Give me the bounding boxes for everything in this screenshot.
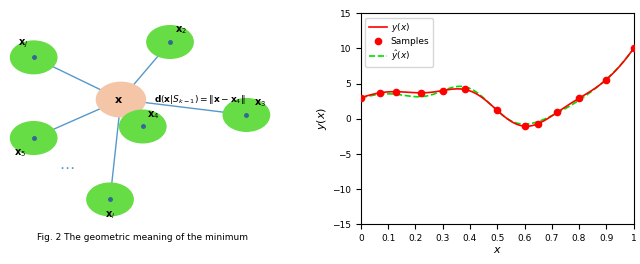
Text: $\cdots$: $\cdots$: [59, 159, 74, 174]
Samples: [461, 88, 468, 91]
$y(x)$: [477, 95, 485, 98]
Text: $\mathbf{x}_2$: $\mathbf{x}_2$: [175, 25, 187, 36]
Text: $\mathbf{x}_4$: $\mathbf{x}_4$: [147, 109, 160, 121]
Line: $y(x)$: $y(x)$: [361, 48, 634, 126]
Samples: [417, 91, 425, 95]
$\hat{y}(x)$: [570, 102, 578, 105]
$y(x)$: [545, 116, 552, 120]
Samples: [554, 111, 561, 114]
$y(x)$: [357, 96, 365, 99]
Samples: [602, 78, 610, 81]
$y(x)$: [467, 90, 475, 93]
$y(x)$: [523, 125, 531, 128]
Circle shape: [87, 183, 133, 216]
Samples: [534, 122, 542, 125]
Legend: $y(x)$, Samples, $\hat{y}(x)$: $y(x)$, Samples, $\hat{y}(x)$: [365, 18, 433, 67]
$\hat{y}(x)$: [545, 116, 552, 119]
$\hat{y}(x)$: [520, 122, 528, 126]
Circle shape: [97, 82, 145, 117]
Samples: [575, 97, 583, 100]
$\hat{y}(x)$: [467, 87, 475, 91]
Circle shape: [120, 110, 166, 143]
Circle shape: [10, 41, 57, 74]
Y-axis label: $y(x)$: $y(x)$: [316, 107, 330, 130]
$\hat{y}(x)$: [477, 94, 485, 97]
X-axis label: $x$: $x$: [493, 244, 502, 254]
Circle shape: [10, 122, 57, 154]
Samples: [439, 89, 447, 92]
Text: $\mathbf{x}_i$: $\mathbf{x}_i$: [105, 209, 115, 221]
Line: $\hat{y}(x)$: $\hat{y}(x)$: [361, 48, 634, 124]
$y(x)$: [575, 97, 582, 100]
Text: $\mathbf{x}$: $\mathbf{x}$: [114, 95, 123, 105]
Samples: [392, 90, 400, 93]
$y(x)$: [630, 47, 637, 50]
Text: $\mathbf{x}_5$: $\mathbf{x}_5$: [14, 148, 26, 159]
Text: $\mathbf{x}_j$: $\mathbf{x}_j$: [18, 38, 28, 50]
Circle shape: [147, 26, 193, 58]
Line: Samples: Samples: [358, 45, 637, 129]
Text: $\mathbf{x}_3$: $\mathbf{x}_3$: [254, 97, 266, 109]
$y(x)$: [570, 100, 578, 103]
$\hat{y}(x)$: [385, 92, 392, 95]
Samples: [521, 125, 529, 128]
$\hat{y}(x)$: [630, 47, 637, 50]
$\hat{y}(x)$: [575, 99, 582, 102]
$y(x)$: [385, 90, 392, 93]
Samples: [376, 91, 384, 95]
Text: $\mathbf{d}(\mathbf{x}|S_{k-1})=\|\mathbf{x}-\mathbf{x}_4\|$: $\mathbf{d}(\mathbf{x}|S_{k-1})=\|\mathb…: [154, 93, 245, 106]
Circle shape: [223, 99, 269, 131]
Samples: [493, 109, 501, 112]
Samples: [357, 96, 365, 99]
$\hat{y}(x)$: [357, 96, 365, 99]
Samples: [630, 47, 637, 50]
Text: Fig. 2 The geometric meaning of the minimum: Fig. 2 The geometric meaning of the mini…: [37, 233, 248, 242]
